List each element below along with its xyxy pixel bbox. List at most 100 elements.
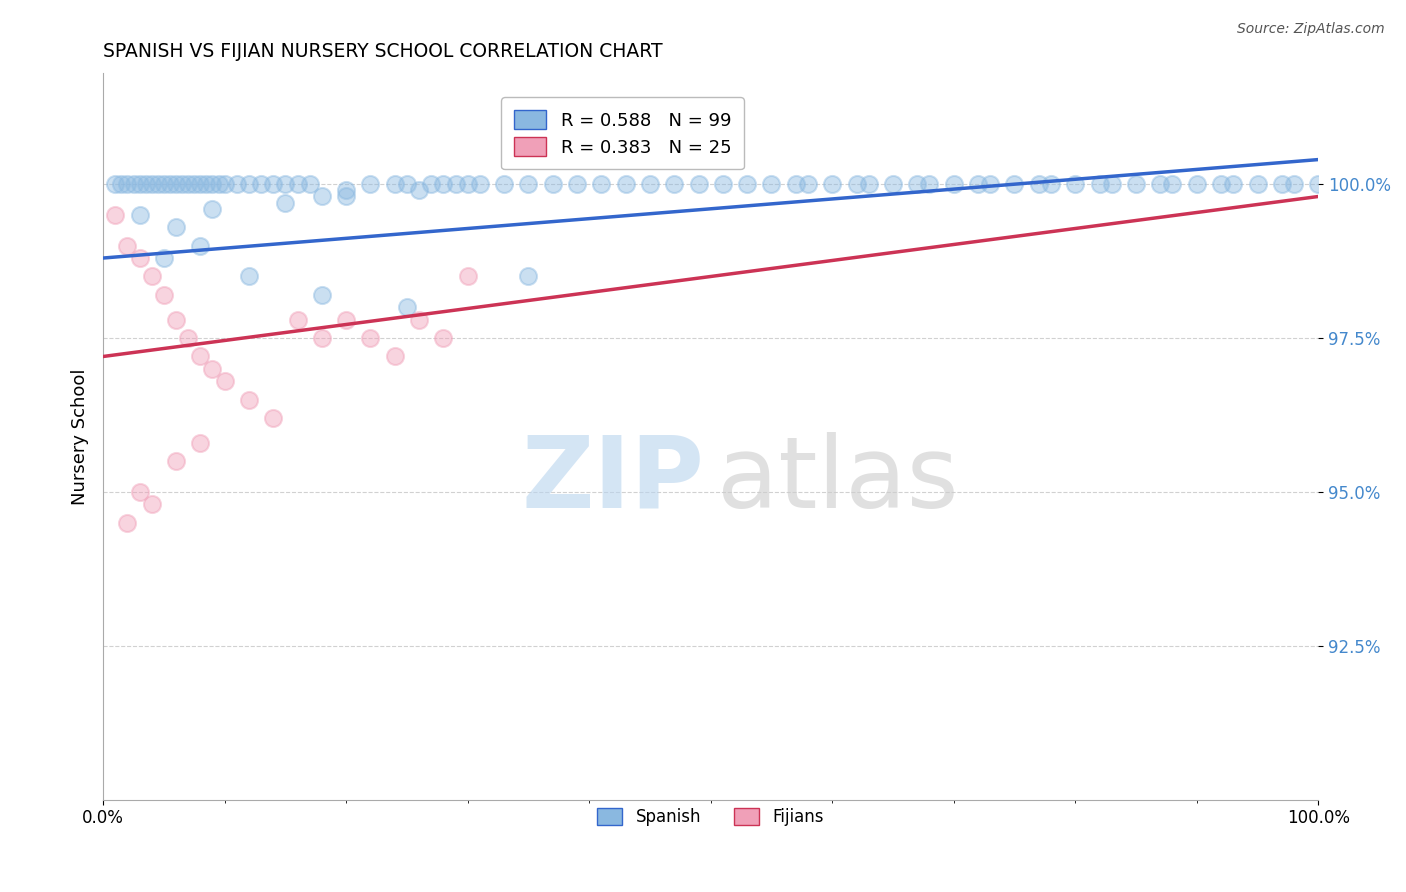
Point (104, 208, 127, 222)
Point (311, 331, 333, 345)
Point (122, 177, 145, 191)
Point (1185, 177, 1208, 191)
Point (1149, 177, 1171, 191)
Point (797, 177, 820, 191)
Point (262, 411, 284, 425)
Point (858, 177, 880, 191)
Point (311, 288, 333, 302)
Point (494, 177, 516, 191)
Point (201, 177, 224, 191)
Point (141, 497, 163, 511)
Point (359, 331, 381, 345)
Point (408, 183, 430, 197)
Point (432, 331, 454, 345)
Point (135, 177, 157, 191)
Point (177, 177, 200, 191)
Point (188, 238, 211, 252)
Point (335, 183, 357, 197)
Point (274, 177, 297, 191)
Point (664, 177, 686, 191)
Point (117, 238, 139, 252)
Point (311, 189, 333, 203)
Point (159, 177, 181, 191)
Point (214, 374, 236, 388)
Point (165, 177, 187, 191)
Point (238, 392, 260, 407)
Point (1101, 177, 1123, 191)
Point (1125, 177, 1147, 191)
Legend: Spanish, Fijians: Spanish, Fijians (589, 800, 832, 835)
Point (408, 312, 430, 326)
Point (165, 312, 187, 326)
Point (214, 177, 236, 191)
Point (1271, 177, 1294, 191)
Point (250, 177, 273, 191)
Point (614, 177, 637, 191)
Point (420, 177, 443, 191)
Point (287, 177, 309, 191)
Point (287, 312, 309, 326)
Point (274, 195, 297, 210)
Point (1064, 177, 1087, 191)
Point (565, 177, 588, 191)
Point (1028, 177, 1050, 191)
Point (141, 177, 163, 191)
Point (165, 454, 187, 468)
Point (128, 177, 150, 191)
Point (432, 177, 454, 191)
Point (444, 177, 467, 191)
Point (638, 177, 661, 191)
Point (238, 177, 260, 191)
Point (735, 177, 758, 191)
Point (1246, 177, 1268, 191)
Point (1209, 177, 1232, 191)
Point (688, 177, 710, 191)
Point (188, 350, 211, 364)
Point (541, 177, 564, 191)
Point (457, 269, 479, 284)
Point (1222, 177, 1244, 191)
Point (153, 288, 176, 302)
Point (262, 177, 284, 191)
Point (468, 177, 491, 191)
Point (761, 177, 783, 191)
Point (591, 177, 613, 191)
Point (905, 177, 928, 191)
Point (188, 177, 211, 191)
Point (146, 177, 169, 191)
Point (153, 177, 176, 191)
Point (457, 177, 479, 191)
Point (918, 177, 941, 191)
Point (359, 177, 381, 191)
Point (177, 331, 200, 345)
Point (128, 208, 150, 222)
Y-axis label: Nursery School: Nursery School (72, 368, 89, 505)
Point (785, 177, 807, 191)
Point (110, 177, 132, 191)
Point (335, 312, 357, 326)
Point (1308, 177, 1330, 191)
Point (207, 177, 229, 191)
Point (195, 177, 218, 191)
Point (384, 350, 406, 364)
Point (117, 516, 139, 530)
Point (117, 177, 139, 191)
Text: ZIP: ZIP (522, 432, 704, 529)
Point (1282, 177, 1305, 191)
Point (942, 177, 965, 191)
Point (141, 269, 163, 284)
Point (1088, 177, 1111, 191)
Point (845, 177, 868, 191)
Point (384, 177, 406, 191)
Point (153, 251, 176, 265)
Point (517, 177, 540, 191)
Point (517, 269, 540, 284)
Point (298, 177, 321, 191)
Text: Source: ZipAtlas.com: Source: ZipAtlas.com (1237, 22, 1385, 37)
Point (1004, 177, 1026, 191)
Point (882, 177, 904, 191)
Point (821, 177, 844, 191)
Point (188, 435, 211, 450)
Point (395, 300, 418, 314)
Point (395, 177, 418, 191)
